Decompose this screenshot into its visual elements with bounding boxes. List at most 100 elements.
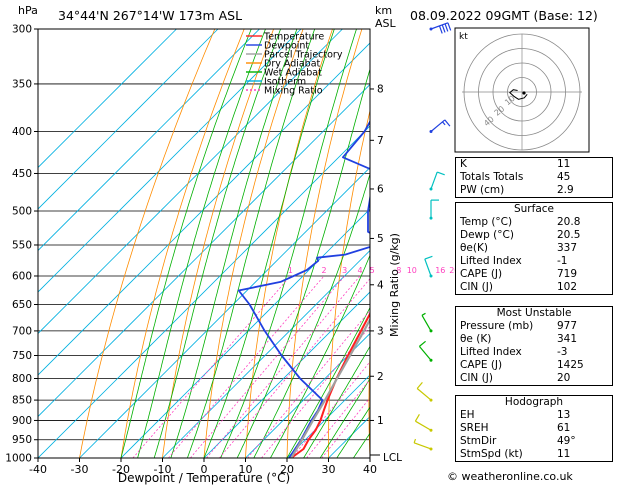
surface-title: Surface [513, 203, 554, 215]
legend-label: Wet Adiabat [264, 68, 322, 79]
wind-barb-flag [444, 23, 449, 32]
wet-adiabat-line [303, 345, 370, 458]
hodo-row: EH 13 [460, 409, 571, 421]
wet-adiabat-line [253, 172, 370, 458]
temperature-tick-label: -20 [112, 463, 130, 476]
wet-adiabat-line [203, 29, 335, 458]
isotherm-line [38, 29, 219, 210]
dry-adiabat-line [408, 29, 450, 458]
wind-barb-flag [438, 25, 443, 34]
indices-table: K 11 Totals Totals 45 PW (cm) 2.9 [455, 157, 613, 198]
hodograph-table: Hodograph EH 13 SREH 61 StmDir 49° StmSpd (… [455, 395, 613, 462]
location-title: 34°44'N 267°14'W 173m ASL [58, 8, 242, 23]
pressure-tick-label: 350 [12, 78, 32, 90]
legend-label: Parcel Trajectory [264, 50, 343, 61]
dry-adiabat-line [203, 29, 304, 458]
wet-adiabat-line [319, 377, 370, 458]
surface-row: Dewp (°C) 20.5 [460, 229, 581, 241]
dry-adiabat-line [368, 345, 370, 458]
wind-barb-staff [418, 346, 432, 361]
height-tick-label: 4 [377, 279, 384, 291]
mu-row: CIN (J) 20 [460, 372, 571, 384]
temperature-tick-label: -10 [154, 463, 172, 476]
mixing-ratio-line [132, 275, 291, 458]
isotherm-line [203, 291, 370, 458]
wind-barb-staff [421, 315, 432, 332]
temperature-tick-label: 10 [239, 463, 253, 476]
most-unstable-title: Most Unstable [496, 307, 572, 319]
isotherm-line [38, 29, 260, 252]
isotherm-line [245, 332, 370, 458]
wind-barb-flag [442, 121, 446, 126]
wet-adiabat-line [120, 29, 252, 458]
mixing-ratio-label: 4 [357, 266, 362, 275]
wind-barb-dot [429, 329, 433, 333]
pressure-tick-label: 400 [12, 126, 32, 138]
temperature-tick-label: 0 [201, 463, 208, 476]
height-ref-label: ASL [375, 17, 397, 30]
mixing-ratio-line [219, 278, 370, 458]
mixing-ratio-label: 10 [407, 266, 417, 275]
isotherm-line [38, 125, 370, 458]
height-tick-label: 6 [377, 184, 384, 196]
background-lines [38, 29, 629, 458]
wind-barb-dot [429, 398, 433, 402]
hodo-row: SREH 61 [460, 422, 571, 434]
wind-barb-dot [429, 428, 433, 432]
pressure-tick-label: 500 [12, 206, 32, 218]
pressure-tick-label: 850 [12, 395, 32, 407]
hodo-row: StmDir 49° [460, 435, 576, 447]
pressure-unit-label: hPa [18, 4, 38, 17]
wind-barb-flag [424, 255, 433, 260]
hodo-row: StmSpd (kt) 11 [460, 448, 571, 460]
pressure-tick-label: 650 [12, 299, 32, 311]
pressure-tick-label: 800 [12, 373, 32, 385]
temperature-tick-label: 20 [280, 463, 294, 476]
wind-barb-staff [424, 258, 432, 277]
profile-lines [237, 119, 370, 458]
wind-barb-dot [429, 274, 433, 278]
mixing-ratio-label: 20 [449, 266, 459, 275]
dry-adiabat-line [621, 29, 629, 458]
credit-text[interactable]: © weatheronline.co.uk [447, 470, 573, 483]
mixing-ratio-label: 16 [435, 266, 445, 275]
wind-barb-flag [444, 119, 451, 127]
profile-temperature [290, 311, 370, 458]
mixing-ratio-label: 8 [396, 266, 401, 275]
surface-row: Temp (°C) 20.8 [460, 216, 581, 228]
wet-adiabat-line [137, 29, 266, 458]
legend-label: Temperature [263, 32, 324, 43]
wind-barb-flag [419, 340, 426, 347]
wind-barb-staff [430, 171, 438, 190]
wind-barb-dot [429, 130, 433, 134]
datetime-title: 08.09.2022 09GMT (Base: 12) [410, 8, 598, 23]
hodograph-storm-marker [522, 91, 526, 95]
wet-adiabat-line [170, 29, 298, 458]
wind-barb-flag [447, 22, 452, 31]
surface-row: CAPE (J) 719 [460, 268, 578, 280]
wet-adiabat-line [336, 406, 370, 458]
temperature-tick-label: -40 [29, 463, 47, 476]
mu-row: θe (K) 341 [460, 333, 578, 345]
mixing-ratio-line [190, 275, 346, 458]
height-tick-label: 7 [377, 135, 384, 147]
mixing-ratio-label: 1 [288, 266, 293, 275]
dry-adiabat-line [245, 29, 333, 458]
dry-adiabat-line [79, 29, 216, 458]
hodograph-unit-label: kt [459, 32, 468, 42]
height-tick-label: 2 [377, 371, 384, 383]
wind-barb-staff [430, 119, 446, 132]
mu-row: Pressure (mb) 977 [460, 320, 578, 332]
pressure-tick-label: 950 [12, 434, 32, 446]
x-axis-title: Dewpoint / Temperature (°C) [118, 471, 290, 485]
temperature-axis: -40 -30 -20 -10 0 10 20 30 40 [29, 458, 377, 476]
pressure-tick-label: 1000 [5, 453, 32, 465]
mu-row: Lifted Index -3 [460, 346, 568, 358]
mixing-ratio-label: 2 [321, 266, 326, 275]
height-tick-label: 5 [377, 233, 384, 245]
index-pw: PW (cm) 2.9 [460, 184, 574, 196]
